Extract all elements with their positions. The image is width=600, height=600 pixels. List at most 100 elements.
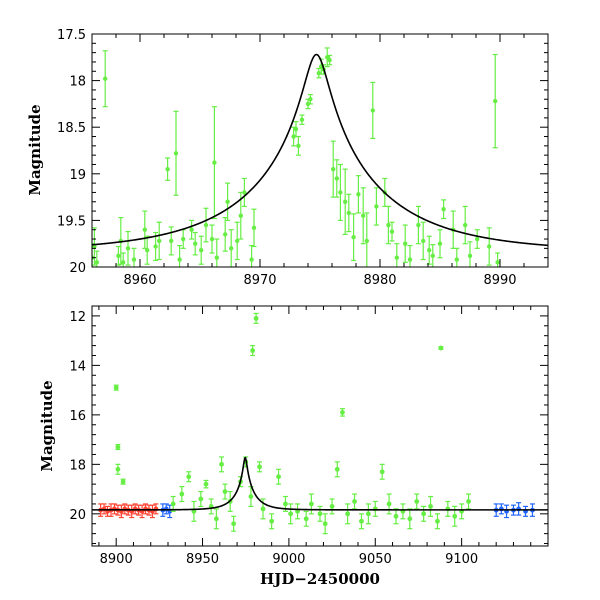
data-point [327, 54, 333, 66]
x-tick-label: 8960 [123, 273, 156, 288]
data-point [214, 238, 220, 267]
data-point [177, 244, 183, 267]
data-point [94, 250, 100, 267]
data-point [295, 503, 301, 520]
y-tick-label: 18 [69, 75, 86, 90]
x-tick-label: 9000 [272, 552, 305, 567]
bottom-plot-frame [91, 305, 549, 547]
data-point [115, 443, 121, 451]
y-tick-label: 18 [69, 458, 86, 473]
bottom-y-axis-label: Magnitude [38, 380, 56, 471]
data-point [324, 47, 330, 68]
data-point [144, 235, 150, 265]
y-tick-label: 12 [69, 310, 86, 325]
data-point [228, 229, 234, 267]
data-point [394, 243, 400, 267]
data-point [389, 221, 395, 242]
data-point [129, 504, 135, 519]
data-point [385, 205, 391, 245]
data-point [437, 229, 443, 259]
data-point [329, 498, 335, 515]
y-tick-label: 16 [69, 409, 86, 424]
data-point [346, 193, 352, 233]
data-point [222, 483, 228, 500]
data-point [234, 221, 240, 261]
data-point [186, 471, 192, 483]
data-point [445, 500, 451, 517]
data-point [334, 159, 340, 198]
data-point [249, 244, 255, 267]
data-point [269, 513, 275, 530]
bottom-model-curve [92, 456, 548, 511]
top-panel-zoom: 8960 8970 8980 8990 17.5 18 18.5 19 19.5 20 Magn… [26, 28, 549, 288]
data-point [179, 486, 185, 503]
data-point [120, 252, 126, 267]
data-point [334, 461, 340, 478]
y-tick-label: 20 [69, 508, 86, 523]
x-tick-label: 8990 [483, 273, 516, 288]
data-point [173, 110, 179, 196]
data-point [250, 344, 256, 357]
y-tick-label: 19 [69, 168, 86, 183]
data-point [355, 175, 361, 214]
data-point [441, 199, 447, 220]
data-point [288, 503, 294, 525]
data-point [170, 495, 176, 512]
x-tick-label: 8950 [186, 552, 219, 567]
data-point [452, 505, 458, 527]
y-tick-label: 14 [69, 359, 86, 374]
data-point [203, 479, 209, 489]
data-point [372, 500, 378, 517]
data-point [102, 50, 108, 108]
data-point [358, 513, 364, 530]
data-point [165, 157, 171, 181]
data-point [379, 463, 385, 480]
data-point [198, 235, 204, 265]
data-point [467, 241, 473, 267]
data-point [352, 493, 358, 510]
data-point [295, 135, 301, 156]
data-point [149, 504, 155, 519]
data-point [303, 510, 309, 527]
bottom-data-points [98, 312, 535, 535]
data-point [153, 231, 159, 262]
data-point [386, 493, 392, 515]
top-plot-frame [91, 33, 549, 268]
data-point [125, 230, 131, 266]
y-tick-label: 18.5 [57, 121, 86, 136]
data-point [257, 461, 263, 473]
bottom-y-ticks: 12 14 16 18 20 [69, 305, 548, 545]
data-point [211, 106, 217, 220]
data-point [370, 81, 376, 139]
data-point [208, 498, 214, 515]
data-point [393, 508, 399, 525]
data-point [498, 503, 504, 515]
data-point [504, 504, 510, 519]
data-point [342, 168, 348, 235]
data-point [407, 244, 413, 267]
data-point [276, 468, 282, 485]
data-point [466, 493, 472, 510]
y-tick-label: 17.5 [57, 28, 86, 43]
data-point [421, 505, 427, 522]
data-point [330, 140, 336, 198]
x-tick-label: 9050 [359, 552, 392, 567]
data-point [219, 456, 225, 473]
y-tick-label: 20 [69, 261, 86, 276]
data-point [492, 53, 498, 149]
y-tick-label: 19.5 [57, 214, 86, 229]
top-y-axis-label: Magnitude [26, 104, 44, 195]
data-point [414, 493, 420, 510]
data-point [415, 205, 421, 245]
data-point [168, 226, 174, 256]
data-point [308, 493, 314, 515]
top-model-curve [92, 53, 548, 247]
data-point [428, 495, 434, 517]
data-point [115, 463, 121, 475]
data-point [407, 508, 413, 530]
data-point [203, 207, 209, 243]
bottom-panel-full: 8900 8950 9000 9050 9100 12 14 16 18 20 Magnitud… [38, 305, 549, 588]
data-point [241, 177, 247, 208]
data-point [495, 252, 501, 267]
